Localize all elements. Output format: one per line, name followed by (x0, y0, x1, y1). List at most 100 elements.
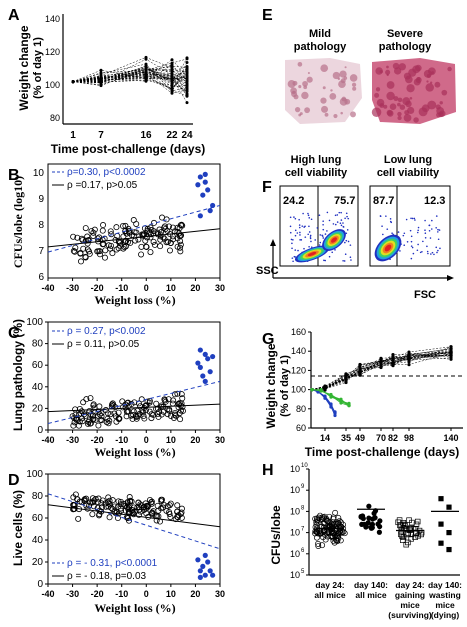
event (307, 214, 310, 217)
xtick-label: 14 (320, 433, 330, 443)
point (104, 415, 111, 422)
cfu-point (335, 533, 342, 540)
cfu-point (398, 528, 405, 535)
panel-f: F High lung cell viability Low lung cell… (256, 154, 454, 301)
event (332, 223, 335, 225)
a-xtick-16: 16 (140, 130, 152, 141)
b-ytick: 6 (38, 272, 44, 283)
point (112, 413, 119, 420)
trajectory-point (185, 101, 189, 105)
event (297, 249, 299, 252)
event (424, 232, 427, 235)
a-xtick-1: 1 (70, 130, 76, 141)
trajectory-point (323, 387, 327, 391)
f-left-gate1: 24.2 (283, 195, 304, 207)
tissue-spot (385, 69, 391, 75)
trajectory (311, 348, 452, 390)
point (124, 513, 131, 520)
event (339, 222, 342, 225)
point (103, 419, 110, 426)
point (146, 397, 153, 404)
ytick-label: 40 (32, 535, 44, 546)
event (301, 225, 304, 227)
density-level (331, 237, 337, 243)
wasting-point (197, 568, 203, 574)
point (125, 504, 132, 511)
trajectory (311, 351, 452, 390)
trajectory-point (449, 350, 453, 354)
event (307, 212, 309, 215)
group-label: day 24: (395, 580, 424, 590)
trajectory (311, 349, 452, 390)
event (326, 211, 329, 214)
trajectory-point (170, 58, 174, 62)
trajectory-point (344, 376, 348, 380)
tissue-spot (421, 104, 430, 113)
ytick-label: 10 (290, 528, 300, 538)
trajectory-point (339, 401, 343, 405)
xtick-label: 30 (215, 435, 225, 445)
panel-letter-h: H (262, 462, 274, 479)
event (435, 226, 437, 229)
tissue-spot (383, 104, 388, 109)
density-level (307, 251, 317, 257)
point (87, 499, 94, 506)
ytick-label: 10 (290, 485, 300, 495)
trajectory-point (99, 83, 103, 87)
point (127, 497, 134, 504)
trajectory-point (329, 394, 333, 398)
point (174, 502, 181, 509)
event (334, 223, 337, 226)
event (424, 219, 426, 222)
tissue-spot (397, 115, 402, 121)
event (294, 234, 297, 237)
point (69, 413, 76, 420)
tissue-spot (287, 80, 296, 88)
cfu-point (315, 543, 322, 549)
event (421, 250, 423, 253)
histology-mild (285, 58, 362, 124)
event (428, 229, 431, 232)
xtick-label: -10 (115, 589, 128, 599)
point (132, 237, 139, 244)
event (326, 230, 328, 232)
event (309, 234, 312, 237)
e-right-title2: pathology (379, 41, 432, 53)
e-right-title1: Severe (387, 28, 423, 40)
point (179, 403, 186, 410)
point (179, 407, 186, 414)
tissue-spot (386, 81, 395, 89)
event (298, 218, 300, 221)
point (158, 496, 165, 503)
point (150, 219, 157, 226)
xtick-label: -30 (66, 589, 79, 599)
event (436, 251, 438, 254)
cfu-point (438, 540, 444, 546)
wasting-point (207, 568, 213, 574)
trajectory-point (185, 61, 189, 64)
xtick-label: -40 (41, 435, 54, 445)
cfu-point (403, 541, 409, 548)
point (179, 395, 186, 402)
point (161, 223, 168, 230)
wasting-point (210, 202, 216, 209)
point (157, 233, 164, 240)
e-left-title1: Mild (309, 28, 331, 40)
event (439, 247, 441, 250)
panel-b: B CFUs/lobe (log10) 6 7 8 9 10 -40 -30 -20… (8, 163, 225, 307)
b-ylabel: CFUs/lobe (log10) (11, 176, 25, 268)
wasting-point (195, 360, 201, 366)
xtick-label: 30 (215, 589, 225, 599)
cfu-point (331, 521, 338, 528)
tissue-spot (427, 100, 437, 110)
trajectory-point (71, 80, 75, 84)
cfu-point (406, 517, 412, 523)
f-right-title1: Low lung (384, 154, 432, 166)
wasting-point (197, 574, 203, 581)
event (381, 225, 383, 227)
point (165, 396, 172, 403)
event (342, 260, 344, 262)
histology-severe (371, 58, 456, 124)
event (289, 231, 292, 234)
event (302, 212, 304, 215)
